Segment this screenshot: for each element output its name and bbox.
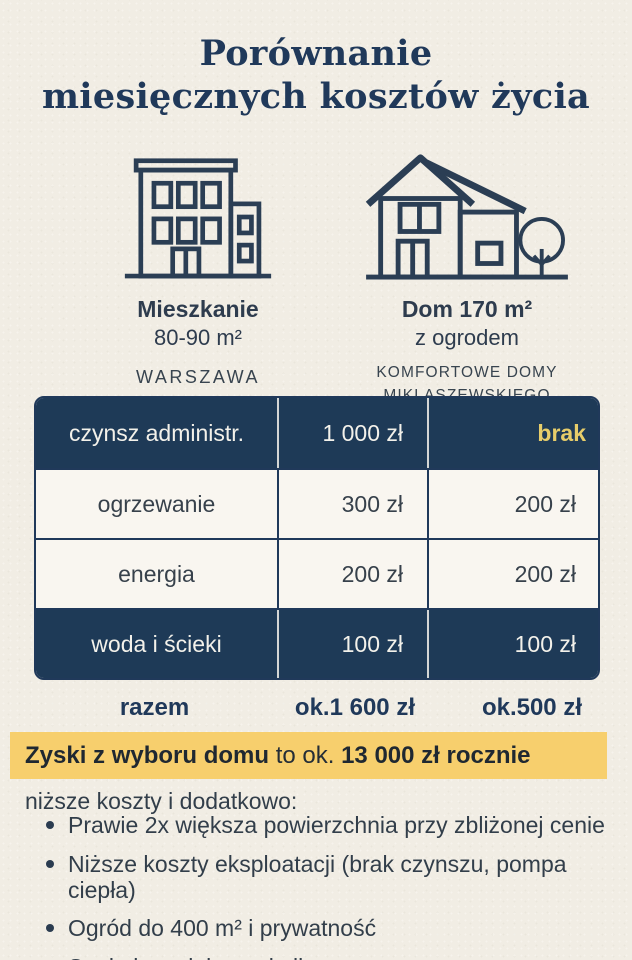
total-row: razem ok.1 600 zł ok.500 zł (34, 690, 600, 726)
savings-highlight-mid: to ok. (269, 741, 342, 769)
apartment-name: Mieszkanie (137, 296, 259, 322)
house-column-header: Dom 170 m² z ogrodem KOMFORTOWE DOMY MIK… (322, 148, 612, 408)
benefit-item: Ogród do 400 m² i prywatność (44, 915, 614, 941)
apartment-column-header: Mieszkanie 80-90 m² WARSZAWA (53, 148, 343, 388)
savings-highlight-bold2: 13 000 zł rocznie (341, 741, 531, 769)
benefit-item: Prawie 2x większa powierzchnia przy zbli… (44, 812, 614, 838)
house-icon (322, 148, 612, 280)
table-row-ogrzewanie: ogrzewanie 300 zł 200 zł (36, 468, 598, 538)
apartment-value: 300 zł (277, 470, 427, 538)
house-brand-line1: KOMFORTOWE DOMY (376, 364, 558, 381)
benefit-text: Prawie 2x większa powierzchnia przy zbli… (68, 812, 605, 838)
house-subtitle: z ogrodem (415, 325, 519, 350)
page-title-line2: miesięcznych kosztów życia (41, 75, 591, 117)
benefit-text: Niższe koszty eksploatacji (brak czynszu… (68, 850, 567, 903)
apartment-value: 100 zł (277, 610, 427, 678)
table-row-energia: energia 200 zł 200 zł (36, 538, 598, 608)
house-value: 200 zł (427, 470, 598, 538)
row-label: ogrzewanie (97, 490, 216, 517)
savings-highlight-bold1: Zyski z wyboru domu (25, 741, 270, 769)
house-value: 100 zł (427, 610, 598, 678)
benefit-text: Spokojna, zielona okolica (68, 954, 328, 960)
benefit-item: Spokojna, zielona okolica (44, 954, 614, 960)
house-value: brak (427, 398, 598, 468)
benefits-intro: niższe koszty i dodatkowo: (25, 788, 298, 814)
benefits-list: Prawie 2x większa powierzchnia przy zbli… (44, 812, 614, 960)
page-title: Porównanie miesięcznych kosztów życia (0, 0, 632, 118)
total-label: razem (119, 694, 190, 721)
benefit-text: Ogród do 400 m² i prywatność (68, 915, 377, 941)
benefit-item: Niższe koszty eksploatacji (brak czynszu… (44, 851, 614, 903)
savings-highlight: Zyski z wyboru domu to ok. 13 000 zł roc… (10, 732, 607, 779)
table-row-woda: woda i ścieki 100 zł 100 zł (36, 608, 598, 678)
row-label: woda i ścieki (91, 630, 222, 657)
cost-table: czynsz administr. 1 000 zł brak ogrzewan… (34, 396, 600, 680)
row-label: czynsz administr. (68, 419, 245, 446)
apartment-size: 80-90 m² (153, 325, 243, 350)
house-name: Dom 170 m² (401, 296, 533, 322)
apartment-value: 200 zł (277, 540, 427, 608)
apartment-location: WARSZAWA (136, 367, 260, 387)
row-label: energia (118, 560, 195, 587)
house-value: 200 zł (427, 540, 598, 608)
apartment-icon (53, 148, 343, 280)
total-apartment-value: ok.1 600 zł (294, 694, 415, 721)
apartment-value: 1 000 zł (277, 398, 427, 468)
total-house-value: ok.500 zł (481, 694, 582, 721)
page-title-line1: Porównanie (199, 33, 433, 74)
table-row-czynsz: czynsz administr. 1 000 zł brak (36, 398, 598, 468)
